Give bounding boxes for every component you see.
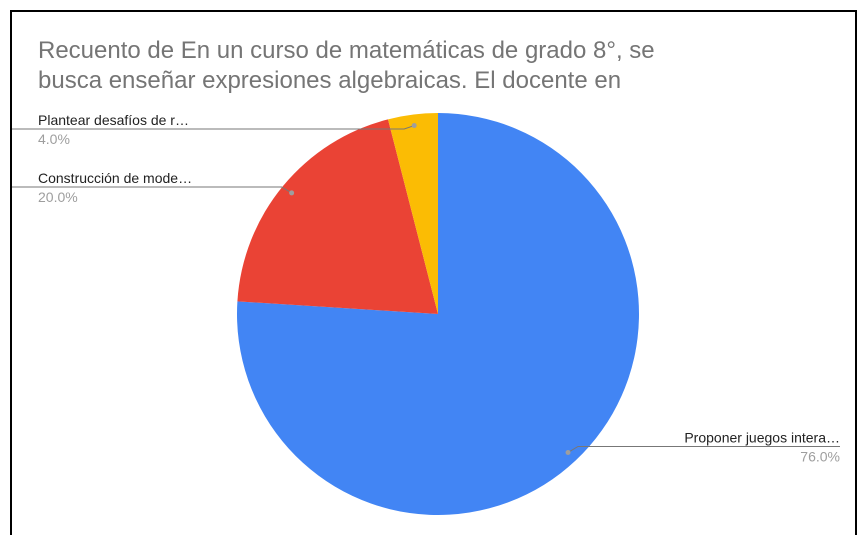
pie-slice — [388, 113, 438, 314]
leader-dot — [411, 123, 417, 129]
leader-line — [12, 186, 292, 194]
slice-value: 76.0% — [800, 448, 840, 464]
slice-label: Plantear desafíos de r… — [38, 112, 189, 128]
leader-line — [567, 445, 840, 453]
slice-value: 20.0% — [38, 189, 78, 205]
leader-dot — [289, 190, 295, 196]
pie-slice — [237, 119, 438, 314]
slice-label: Construcción de mode… — [38, 170, 192, 186]
slice-value: 4.0% — [38, 131, 70, 147]
chart-title: Recuento de En un curso de matemáticas d… — [38, 37, 655, 64]
leader-line — [12, 125, 415, 130]
leader-dot — [565, 449, 571, 455]
chart-title: busca enseñar expresiones algebraicas. E… — [38, 67, 621, 94]
slice-label: Proponer juegos intera… — [684, 429, 840, 445]
